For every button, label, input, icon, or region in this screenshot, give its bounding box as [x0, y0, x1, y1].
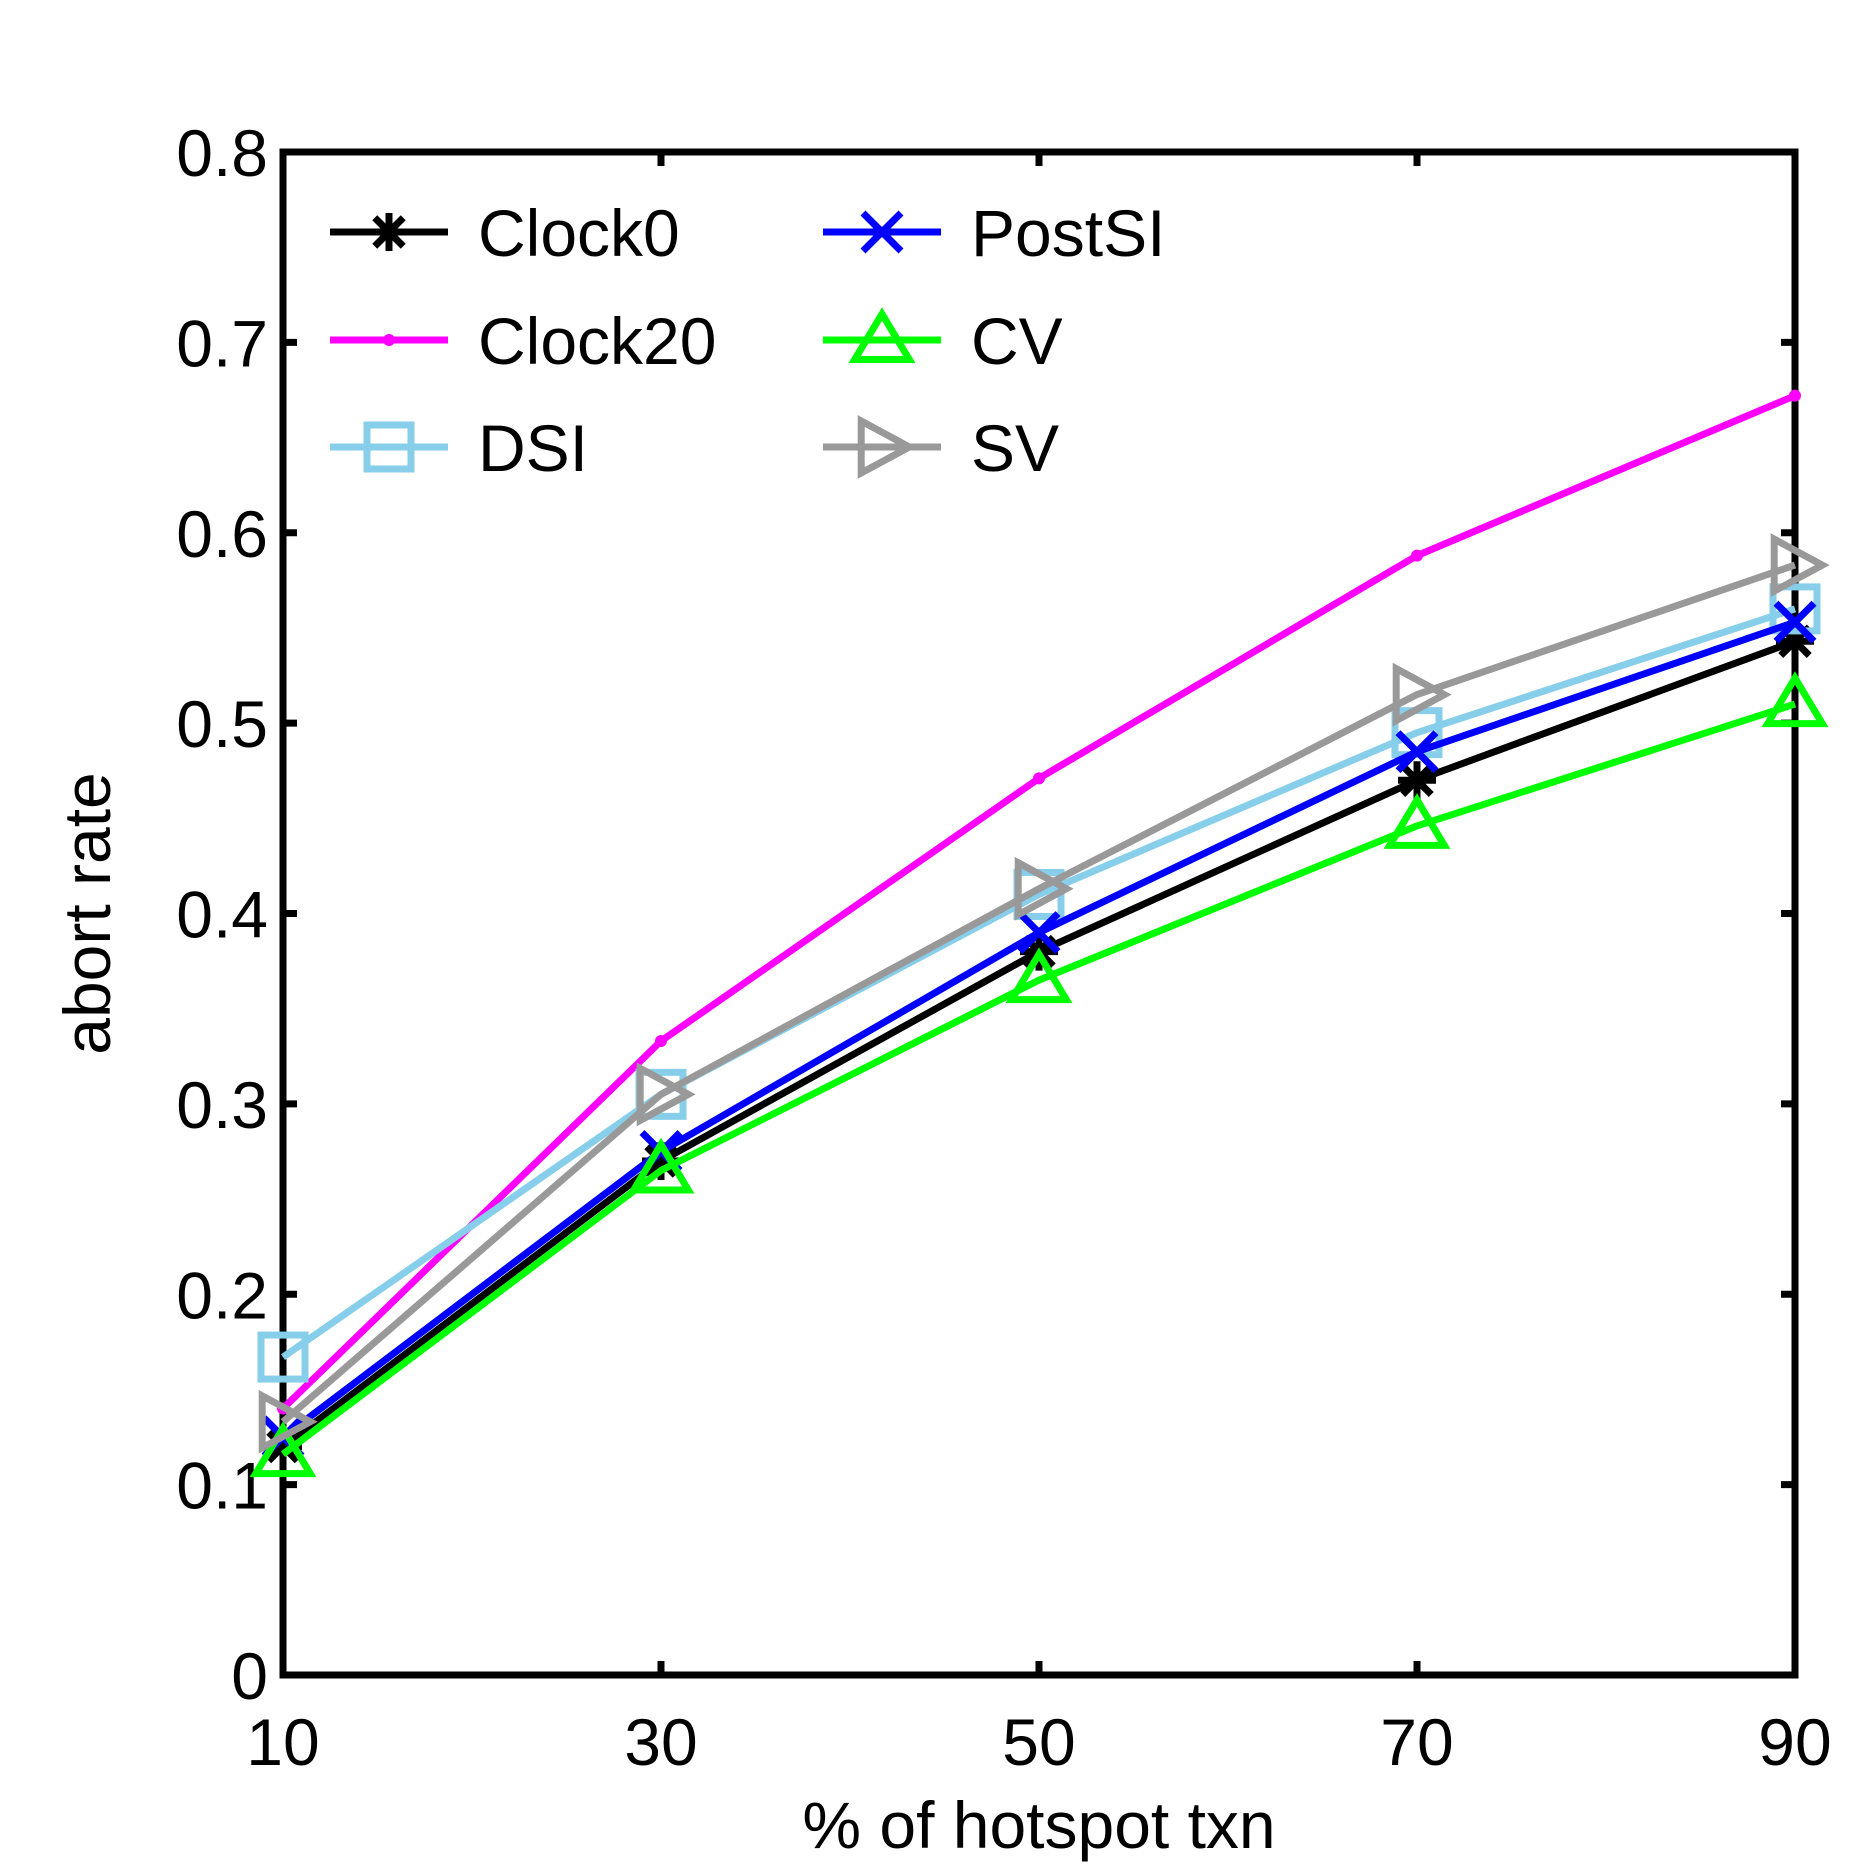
legend-marker [860, 210, 904, 254]
data-point-clock0 [1398, 761, 1436, 800]
legend-item-clock0: Clock0 [330, 196, 680, 270]
legend: Clock0 Clock20 DSI PostSI CV SV [330, 196, 1165, 485]
series-postsi [261, 600, 1817, 1459]
data-point-postsi [1395, 730, 1439, 774]
data-point-clock20 [655, 1035, 667, 1048]
y-tick-label: 0.6 [176, 497, 268, 571]
x-tick-label: 10 [246, 1705, 319, 1779]
x-tick-label: 70 [1380, 1705, 1453, 1779]
series-cv [249, 671, 1829, 1478]
data-point-sv [258, 1389, 318, 1454]
series-line-sv [280, 561, 1797, 1425]
y-tick-label: 0.4 [176, 878, 268, 952]
marker-stroke [1773, 600, 1817, 644]
legend-label: Clock0 [478, 196, 680, 270]
legend-label: DSI [478, 411, 588, 485]
x-tick-label: 50 [1002, 1705, 1075, 1779]
legend-label: CV [971, 304, 1063, 378]
data-point-postsi [1017, 911, 1061, 955]
y-tick-label: 0 [231, 1639, 268, 1713]
y-tick-label: 0.7 [176, 306, 268, 380]
legend-item-sv: SV [823, 411, 1059, 485]
legend-marker [383, 334, 395, 346]
data-point-dsi [257, 1331, 309, 1383]
data-point-clock20 [1033, 772, 1045, 785]
y-tick-label: 0.8 [176, 116, 268, 190]
series-clock0 [264, 622, 1814, 1466]
y-tick-label: 0.5 [176, 687, 268, 761]
x-tick-label: 90 [1758, 1705, 1831, 1779]
series-line-dsi [281, 605, 1797, 1360]
legend-marker [363, 421, 415, 473]
marker-stroke [266, 1429, 300, 1464]
data-point-sv [1770, 533, 1830, 597]
data-point-sv [1014, 856, 1074, 921]
marker-stroke [1395, 730, 1439, 774]
series-clock20 [277, 389, 1801, 1415]
series-line-postsi [280, 618, 1797, 1440]
marker-stroke [644, 1144, 678, 1178]
legend-item-clock20: Clock20 [330, 304, 716, 378]
series-line-clock0 [280, 637, 1797, 1450]
x-tick-label: 30 [624, 1705, 697, 1779]
series-line-cv [280, 700, 1797, 1457]
legend-item-cv: CV [823, 304, 1063, 378]
data-point-dsi [1769, 583, 1821, 635]
legend-marker [857, 415, 917, 479]
data-point-cv [1005, 947, 1073, 1004]
series-sv [258, 533, 1830, 1454]
legend-label: PostSI [971, 196, 1165, 270]
legend-marker [848, 307, 916, 363]
x-axis-title: % of hotspot txn [802, 1788, 1275, 1862]
axes-layer: 0 0.1 0.2 0.3 0.4 0.5 0.6 0.7 0.8 10 30 50 70 90 [176, 116, 1831, 1779]
y-tick-label: 0.1 [176, 1449, 268, 1523]
legend-item-postsi: PostSI [823, 196, 1165, 270]
y-axis-title: abort rate [50, 772, 124, 1055]
marker-stroke [372, 215, 406, 249]
legend-marker [370, 213, 408, 251]
legend-label: SV [971, 411, 1059, 485]
legend-label: Clock20 [478, 304, 716, 378]
data-point-cv [1383, 793, 1451, 849]
data-point-clock20 [1789, 389, 1801, 402]
marker-stroke [860, 210, 904, 254]
data-point-postsi [1773, 600, 1817, 644]
series-layer [249, 389, 1830, 1478]
data-point-cv [627, 1137, 695, 1194]
data-point-sv [636, 1062, 696, 1127]
data-point-clock20 [1411, 549, 1423, 562]
y-tick-label: 0.2 [176, 1258, 268, 1332]
marker-stroke [1017, 911, 1061, 955]
data-point-sv [1392, 662, 1452, 727]
data-point-cv [249, 1421, 317, 1478]
legend-item-dsi: DSI [330, 411, 588, 485]
data-point-cv [1761, 671, 1829, 728]
y-tick-label: 0.3 [176, 1068, 268, 1142]
marker-stroke [1400, 763, 1434, 797]
